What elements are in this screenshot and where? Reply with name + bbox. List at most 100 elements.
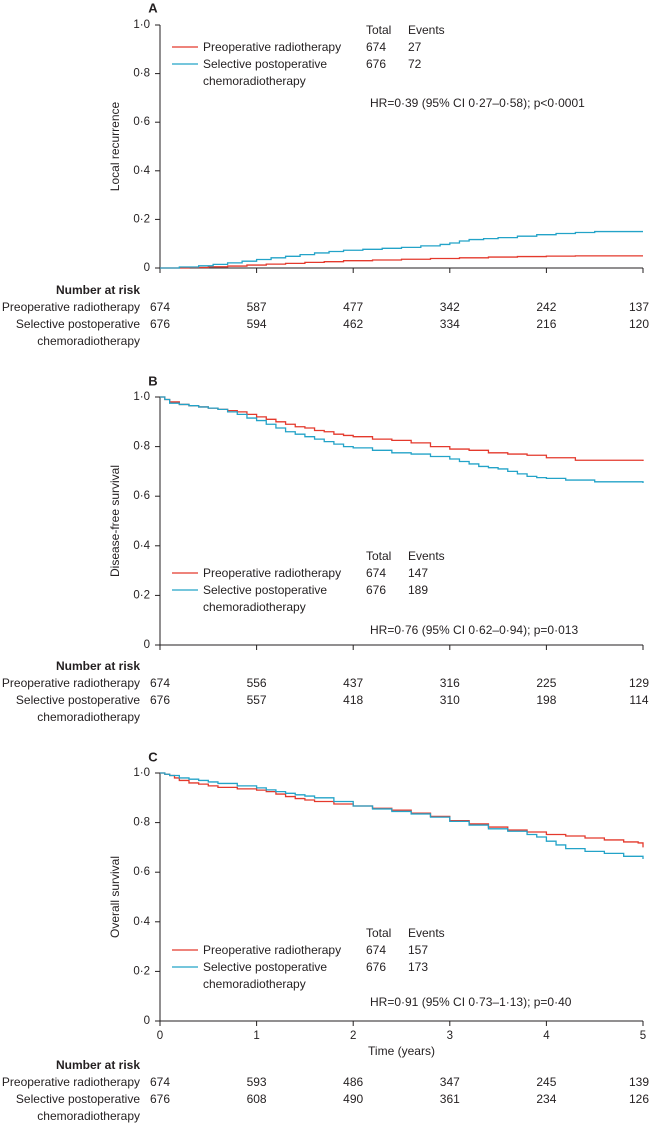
legend-total-value: 674	[366, 943, 386, 957]
legend-total-header: Total	[366, 926, 391, 940]
risk-table-title: Number at risk	[56, 1058, 140, 1072]
legend-events-value: 27	[408, 40, 422, 54]
y-tick-label: 0	[144, 262, 150, 274]
risk-value: 137	[629, 300, 649, 314]
x-tick-label: 2	[350, 1030, 356, 1042]
risk-row-label: Preoperative radiotherapy	[2, 676, 140, 690]
risk-value: 676	[150, 317, 170, 331]
curve-selective-postoperative-chemoradiotherapy	[160, 230, 643, 269]
risk-value: 216	[536, 317, 556, 331]
legend-label: Selective postoperative	[203, 57, 327, 71]
legend-label: chemoradiotherapy	[203, 600, 306, 614]
curve-selective-postoperative-chemoradiotherapy	[160, 772, 644, 860]
risk-value: 310	[440, 693, 460, 707]
risk-row-label: Selective postoperative	[16, 1092, 140, 1106]
x-axis-label: Time (years)	[368, 1044, 435, 1058]
y-tick-label: 0	[144, 1015, 150, 1027]
risk-value: 234	[536, 1092, 556, 1106]
hazard-ratio-annotation: HR=0·76 (95% CI 0·62–0·94); p=0·013	[370, 623, 578, 637]
risk-row-label: Selective postoperative	[16, 693, 140, 707]
legend-total-header: Total	[366, 549, 391, 563]
risk-value: 245	[536, 1075, 556, 1089]
y-tick-label: 0·4	[133, 916, 150, 928]
x-tick-label: 0	[157, 1030, 163, 1042]
y-tick-label: 0	[144, 639, 150, 651]
legend-events-value: 157	[408, 943, 428, 957]
panel-letter: B	[148, 374, 157, 389]
curve-preoperative-radiotherapy	[160, 255, 643, 269]
y-axis-label: Overall survival	[108, 856, 122, 938]
risk-value: 490	[343, 1092, 363, 1106]
y-tick-label: 0·2	[133, 213, 150, 225]
risk-value: 120	[629, 317, 649, 331]
y-tick-label: 1·0	[133, 767, 150, 779]
legend-total-value: 674	[366, 40, 386, 54]
risk-value: 334	[440, 317, 460, 331]
y-tick-label: 1·0	[133, 19, 150, 31]
risk-value: 126	[629, 1092, 649, 1106]
hazard-ratio-annotation: HR=0·39 (95% CI 0·27–0·58); p<0·0001	[370, 96, 585, 110]
y-tick-label: 0·2	[133, 965, 150, 977]
risk-value: 139	[629, 1075, 649, 1089]
legend-label: Preoperative radiotherapy	[203, 566, 341, 580]
risk-value: 587	[247, 300, 267, 314]
risk-value: 114	[629, 693, 648, 707]
x-tick-label: 1	[253, 1030, 259, 1042]
y-tick-label: 0·4	[133, 540, 150, 552]
legend-events-value: 189	[408, 583, 428, 597]
legend-events-value: 72	[408, 57, 422, 71]
legend-events-header: Events	[408, 549, 445, 563]
curve-preoperative-radiotherapy	[160, 772, 644, 848]
risk-value: 361	[440, 1092, 460, 1106]
y-tick-label: 0·6	[133, 116, 150, 128]
legend-label: Preoperative radiotherapy	[203, 40, 341, 54]
curve-preoperative-radiotherapy	[160, 396, 644, 461]
legend-events-header: Events	[408, 23, 445, 37]
panel-letter: C	[148, 750, 158, 765]
legend-total-value: 674	[366, 566, 386, 580]
legend-events-value: 147	[408, 566, 428, 580]
risk-row-label: Preoperative radiotherapy	[2, 300, 140, 314]
y-tick-label: 1·0	[133, 391, 150, 403]
risk-value: 342	[440, 300, 460, 314]
risk-value: 674	[150, 676, 170, 690]
legend-label: chemoradiotherapy	[203, 977, 306, 991]
risk-value: 593	[247, 1075, 267, 1089]
risk-row-label: chemoradiotherapy	[37, 1109, 140, 1123]
legend-label: Preoperative radiotherapy	[203, 943, 341, 957]
curve-selective-postoperative-chemoradiotherapy	[160, 396, 644, 484]
risk-value: 608	[247, 1092, 267, 1106]
risk-value: 556	[247, 676, 267, 690]
risk-value: 594	[247, 317, 267, 331]
panel-b: B 0 0·2 0·4 0·6 0·8 1·0 Disease-free survival To…	[2, 374, 649, 725]
legend-events-header: Events	[408, 926, 445, 940]
risk-value: 198	[536, 693, 556, 707]
risk-value: 129	[629, 676, 649, 690]
panel-c: C 0 0·2 0·4 0·6 0·8 1·0 0 1 2 3 4 5 Overall survival T…	[2, 750, 649, 1124]
y-tick-label: 0·6	[133, 866, 150, 878]
risk-row-label: Selective postoperative	[16, 317, 140, 331]
risk-value: 225	[536, 676, 556, 690]
risk-table-title: Number at risk	[56, 283, 140, 297]
legend-label: chemoradiotherapy	[203, 74, 306, 88]
risk-table-title: Number at risk	[56, 659, 140, 673]
risk-value: 674	[150, 1075, 170, 1089]
y-axis-label: Disease-free survival	[108, 465, 122, 577]
y-axis-label: Local recurrence	[108, 101, 122, 191]
y-tick-label: 0·8	[133, 817, 150, 829]
panel-letter: A	[148, 1, 158, 16]
legend-total-header: Total	[366, 23, 391, 37]
legend-total-value: 676	[366, 960, 386, 974]
risk-value: 462	[343, 317, 363, 331]
legend-label: Selective postoperative	[203, 960, 327, 974]
risk-value: 676	[150, 693, 170, 707]
x-tick-label: 5	[640, 1030, 646, 1042]
risk-value: 437	[343, 676, 363, 690]
risk-value: 347	[440, 1075, 460, 1089]
panel-a: A 0 0·2 0·4 0·6 0·8 1·0 Local recurrence Total Ev…	[2, 1, 649, 349]
legend-total-value: 676	[366, 583, 386, 597]
risk-value: 242	[536, 300, 556, 314]
legend-events-value: 173	[408, 960, 428, 974]
y-tick-label: 0·6	[133, 490, 150, 502]
